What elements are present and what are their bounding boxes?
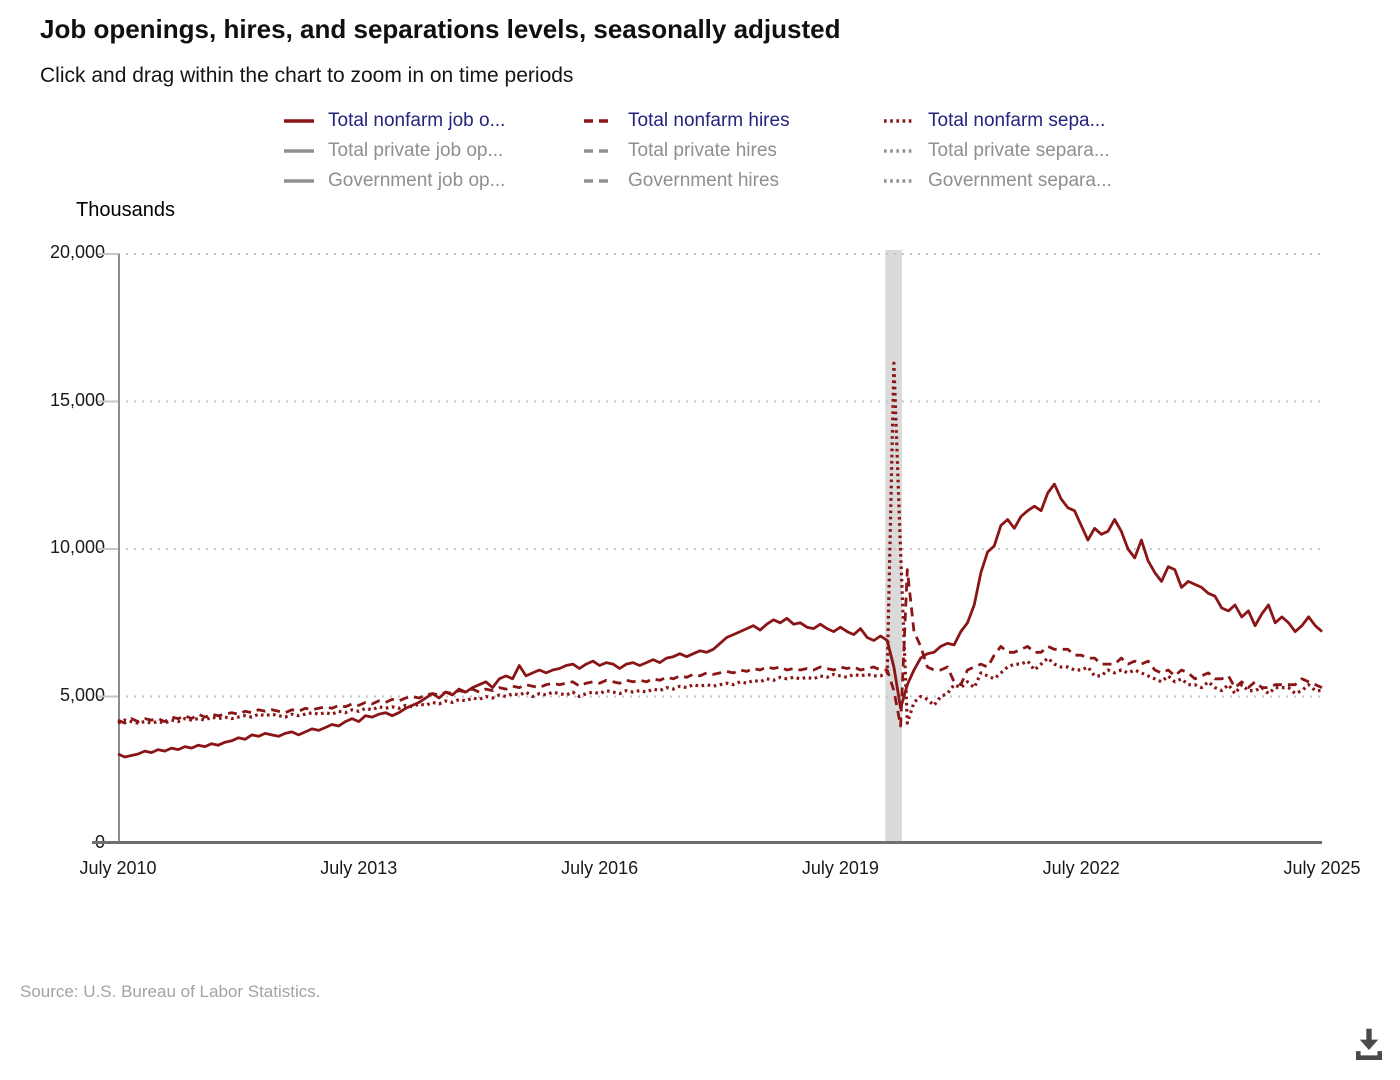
legend-swatch-dashed <box>584 149 614 153</box>
legend-item-government-hires[interactable]: Government hires <box>583 166 883 196</box>
legend-label: Total nonfarm sepa... <box>928 110 1106 131</box>
legend-swatch-dotted <box>884 179 914 183</box>
recession-band <box>885 250 902 844</box>
legend-column: Total nonfarm job o... Total private job … <box>283 106 583 196</box>
legend-item-government-job-op[interactable]: Government job op... <box>283 166 583 196</box>
legend-item-total-private-separa[interactable]: Total private separa... <box>883 136 1183 166</box>
legend: Total nonfarm job o... Total private job … <box>283 106 1183 196</box>
chart-plot-area[interactable] <box>92 246 1324 852</box>
legend-item-total-nonfarm-job-o[interactable]: Total nonfarm job o... <box>283 106 583 136</box>
y-axis-title: Thousands <box>76 199 175 221</box>
y-tick-label: 10,000 <box>49 537 105 557</box>
legend-item-total-nonfarm-hires[interactable]: Total nonfarm hires <box>583 106 883 136</box>
legend-swatch-dotted <box>884 149 914 153</box>
page-title: Job openings, hires, and separations lev… <box>40 14 841 44</box>
legend-label: Total nonfarm job o... <box>328 110 506 131</box>
x-tick-label: July 2016 <box>561 858 639 878</box>
y-tick-label: 15,000 <box>49 389 105 410</box>
y-tick-label: 5,000 <box>59 684 105 705</box>
source-attribution: Source: U.S. Bureau of Labor Statistics. <box>20 982 321 1001</box>
legend-swatch-dashed <box>584 179 614 183</box>
legend-swatch-solid <box>284 119 314 123</box>
legend-label: Government job op... <box>328 170 506 191</box>
legend-item-total-private-job-op[interactable]: Total private job op... <box>283 136 583 166</box>
series-line-dashed <box>117 568 1323 728</box>
chart-subtitle: Click and drag within the chart to zoom … <box>40 64 574 87</box>
legend-label: Total private hires <box>628 140 777 161</box>
legend-swatch-solid <box>284 149 314 153</box>
legend-label: Government hires <box>628 170 780 191</box>
download-icon <box>1355 1028 1383 1060</box>
x-tick-label: July 2025 <box>1283 858 1361 878</box>
legend-swatch-solid <box>284 179 314 183</box>
legend-swatch-dotted <box>884 119 914 123</box>
legend-label: Total private separa... <box>928 140 1110 161</box>
legend-swatch-dashed <box>584 119 614 123</box>
download-button[interactable] <box>1346 1022 1392 1068</box>
legend-label: Total nonfarm hires <box>628 110 790 131</box>
legend-item-government-separa[interactable]: Government separa... <box>883 166 1183 196</box>
x-tick-label: July 2010 <box>79 858 157 878</box>
series-line-solid <box>117 482 1323 759</box>
legend-item-total-private-hires[interactable]: Total private hires <box>583 136 883 166</box>
x-tick-label: July 2022 <box>1042 858 1120 878</box>
x-tick-label: July 2019 <box>801 858 879 878</box>
series-line-dotted <box>117 361 1322 725</box>
legend-label: Total private job op... <box>328 140 504 161</box>
legend-item-total-nonfarm-sepa[interactable]: Total nonfarm sepa... <box>883 106 1183 136</box>
legend-column: Total nonfarm hires Total private hires Go… <box>583 106 883 196</box>
legend-column: Total nonfarm sepa... Total private separ… <box>883 106 1183 196</box>
y-tick-label: 20,000 <box>49 242 105 262</box>
legend-label: Government separa... <box>928 170 1112 191</box>
x-tick-label: July 2013 <box>320 858 398 878</box>
